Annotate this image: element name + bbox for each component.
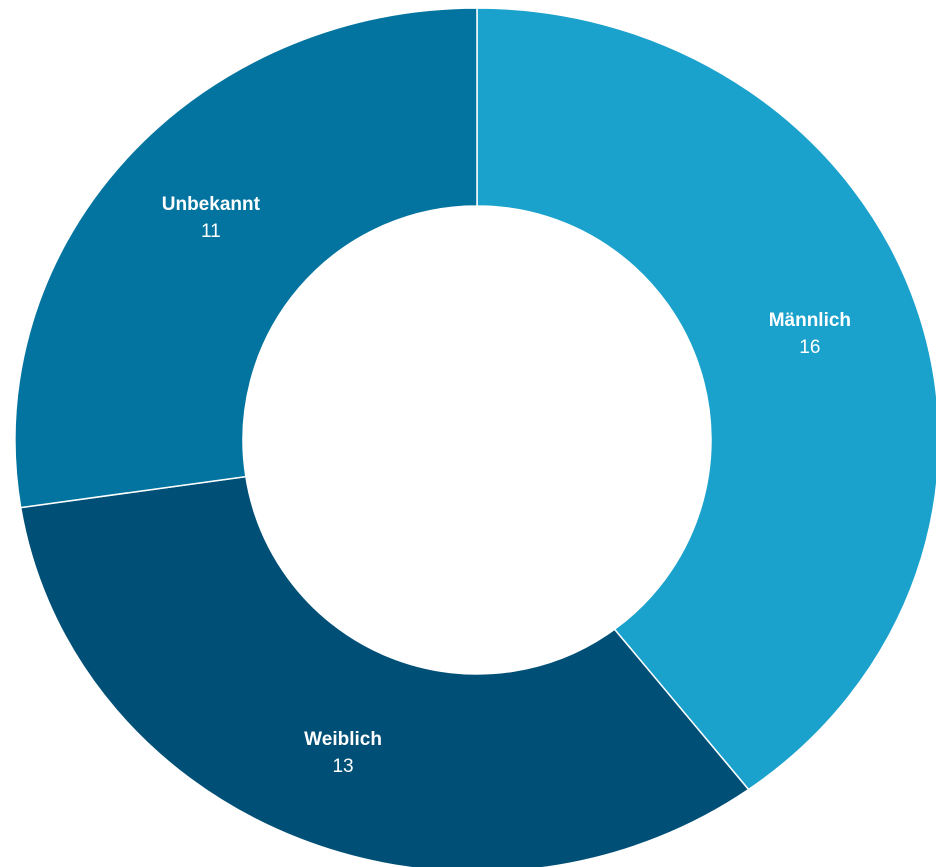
slice-value: 13: [332, 756, 353, 777]
slice-value: 11: [201, 221, 221, 242]
slice: [14, 7, 478, 509]
slice-label: Männlich: [769, 310, 851, 331]
slice-value: 16: [799, 337, 820, 358]
slice: [19, 475, 750, 867]
slice: [476, 7, 936, 791]
slice-label: Weiblich: [304, 729, 382, 750]
slice-label: Unbekannt: [162, 194, 261, 215]
